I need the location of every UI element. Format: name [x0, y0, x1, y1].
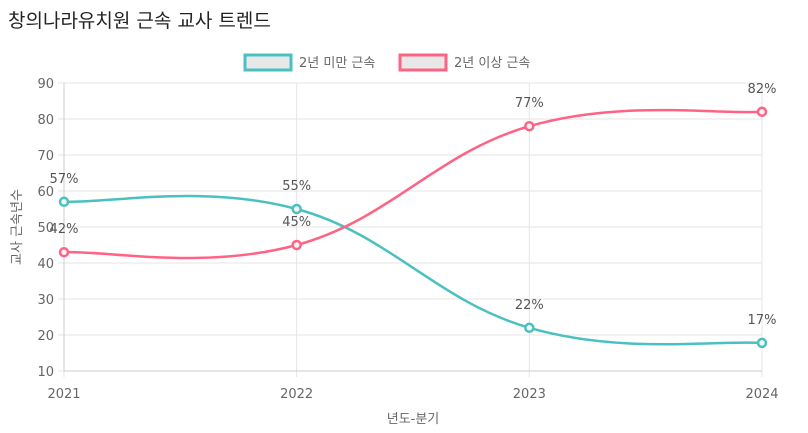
y-tick-label: 70	[37, 149, 54, 164]
y-tick-label: 40	[37, 257, 54, 272]
data-point[interactable]	[58, 246, 70, 258]
data-label: 17%	[748, 313, 777, 328]
y-tick-label: 60	[37, 185, 54, 200]
x-tick-label: 2023	[513, 387, 546, 402]
data-label: 55%	[282, 179, 311, 194]
x-tick-label: 2022	[280, 387, 313, 402]
legend-swatch	[398, 53, 448, 72]
data-point[interactable]	[756, 106, 768, 118]
data-point[interactable]	[524, 120, 535, 132]
grid-lines	[58, 82, 763, 377]
x-tick-label: 2024	[745, 387, 778, 402]
y-tick-label: 20	[37, 329, 54, 344]
data-label: 77%	[515, 96, 544, 111]
x-axis-title: 년도-분기	[387, 412, 440, 427]
y-tick-label: 90	[37, 77, 54, 92]
data-point[interactable]	[291, 203, 302, 215]
y-axis-title: 교사 근속년수	[10, 189, 25, 265]
y-tick-label: 10	[37, 365, 54, 380]
legend-label: 2년 미만 근속	[299, 56, 375, 71]
data-label: 42%	[50, 222, 79, 237]
data-point[interactable]	[756, 337, 768, 349]
chart-title: 창의나라유치원 근속 교사 트렌드	[8, 10, 271, 32]
data-labels: 57% 55% 22% 17% 42% 45% 77% 82%	[50, 82, 777, 328]
legend-item[interactable]: 2년 이상 근속	[398, 53, 530, 72]
data-label: 45%	[282, 215, 311, 230]
data-label: 22%	[515, 298, 544, 313]
data-point[interactable]	[524, 322, 535, 334]
y-tick-label: 80	[37, 113, 54, 128]
legend-item[interactable]: 2년 미만 근속	[243, 53, 375, 72]
legend-label: 2년 이상 근속	[454, 56, 530, 71]
x-tick-label: 2021	[47, 387, 80, 402]
data-point[interactable]	[291, 239, 302, 251]
y-axis-ticks: 10 20 30 40 50 60 70 80 90	[37, 77, 54, 380]
legend: 2년 미만 근속 2년 이상 근속	[243, 53, 530, 72]
data-label: 82%	[748, 82, 777, 97]
x-axis-ticks: 2021 2022 2023 2024	[47, 387, 778, 402]
series-line	[63, 108, 763, 260]
y-tick-label: 50	[37, 221, 54, 236]
series-line	[63, 194, 763, 346]
data-point[interactable]	[58, 196, 70, 208]
data-label: 57%	[50, 172, 79, 187]
series-layer	[58, 106, 768, 349]
legend-swatch	[243, 53, 293, 72]
y-tick-label: 30	[37, 293, 54, 308]
